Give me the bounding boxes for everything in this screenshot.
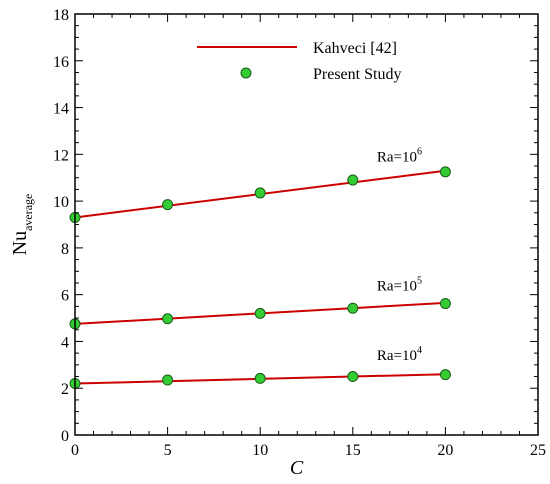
present-study-point: [439, 166, 451, 178]
x-axis-title: C: [290, 457, 304, 479]
ra-annotation: Ra=104: [377, 345, 422, 364]
y-axis-title: Nuaverage: [9, 194, 35, 256]
legend-label-kahveci: Kahveci [42]: [313, 40, 397, 57]
ra-annotation-base: Ra=10: [377, 348, 417, 364]
ra-annotation: Ra=105: [377, 276, 422, 295]
y-tick-label: 10: [53, 194, 69, 211]
y-tick-label: 18: [53, 7, 69, 24]
present-study-point: [254, 307, 266, 319]
ra-annotation: Ra=106: [377, 146, 422, 165]
y-tick-label: 12: [53, 147, 69, 164]
legend-label-present: Present Study: [313, 66, 401, 83]
present-study-point: [347, 174, 359, 186]
x-tick-label: 15: [345, 442, 361, 459]
present-study-point: [347, 302, 359, 314]
present-study-point: [254, 372, 266, 384]
ra-annotation-exponent: 4: [417, 345, 422, 356]
x-tick-label: 5: [164, 442, 172, 459]
x-tick-label: 10: [252, 442, 268, 459]
plot-frame: [74, 13, 539, 436]
y-axis-title-main: Nu: [9, 231, 31, 255]
ra-annotation-exponent: 6: [417, 146, 422, 157]
y-tick-label: 6: [61, 288, 69, 305]
x-tick-label: 25: [530, 442, 546, 459]
series-1: [69, 298, 451, 330]
y-tick-label: 0: [61, 428, 69, 445]
x-tick-label: 20: [437, 442, 453, 459]
legend-marker-swatch: [240, 67, 252, 79]
series-2: [69, 369, 451, 390]
present-study-point: [347, 371, 359, 383]
axes: 0 5 10 15 20 25 0 2 4 6 8 10 12 14 16 18 C Nuaverage: [9, 7, 546, 479]
present-study-point: [162, 199, 174, 211]
x-tick-label: 0: [71, 442, 79, 459]
ra-annotation-base: Ra=10: [377, 149, 417, 165]
y-tick-label: 4: [61, 334, 69, 351]
ra-annotation-exponent: 5: [417, 276, 422, 287]
plot-area: [69, 166, 451, 390]
present-study-point: [439, 298, 451, 310]
ra-annotation-base: Ra=10: [377, 279, 417, 295]
y-tick-label: 16: [53, 54, 69, 71]
y-axis-title-subscript: average: [21, 194, 35, 231]
y-tick-label: 14: [53, 101, 69, 118]
present-study-point: [162, 374, 174, 386]
series-0: [69, 166, 451, 223]
present-study-point: [254, 187, 266, 199]
legend: Kahveci [42] Present Study: [197, 40, 401, 83]
y-tick-label: 8: [61, 241, 69, 258]
present-study-point: [162, 313, 174, 325]
present-study-point: [439, 369, 451, 381]
y-tick-label: 2: [61, 381, 69, 398]
